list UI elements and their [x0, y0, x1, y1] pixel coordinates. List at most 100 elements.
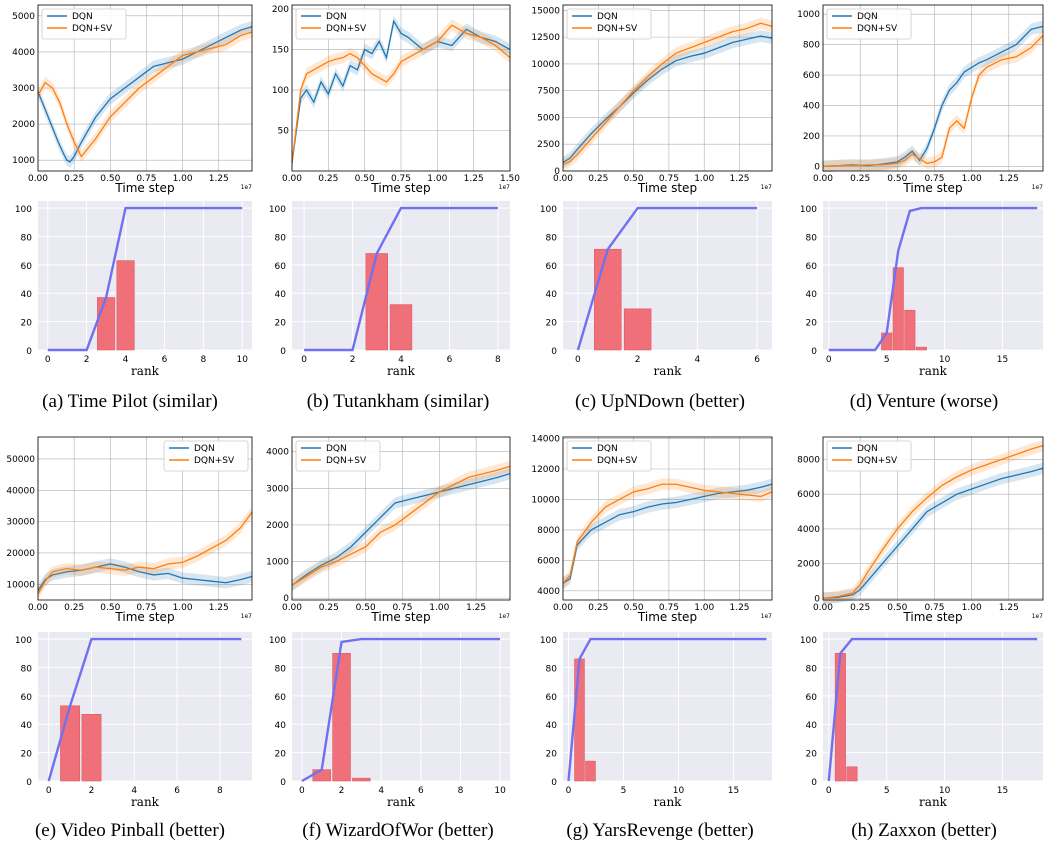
y-tick-label: 20: [546, 319, 558, 329]
y-tick-label: 5000: [12, 12, 35, 22]
y-tick-label: 60: [21, 262, 33, 272]
series-band-dqn-sv: [38, 506, 252, 600]
rank-bar: [60, 705, 81, 782]
legend: DQN DQN+SV: [163, 440, 249, 472]
x-tick-label: 0.00: [813, 603, 833, 613]
rank-bar: [116, 260, 135, 351]
series-line-dqn-sv: [37, 31, 253, 158]
y-tick-label: 40: [21, 290, 33, 300]
line-chart-c: 0.00 0.25 0.50 0.75 1.00 1.25 0 2500 5000 7500 100…: [531, 4, 773, 195]
y-tick-label: 2000: [797, 560, 820, 570]
plot-frame: [822, 4, 1044, 172]
x-tick-label: 0.75: [924, 174, 944, 184]
x-offset-label: 1e7: [499, 613, 511, 620]
y-tick-label: 100: [800, 205, 817, 215]
x-tick-label: 1.00: [962, 174, 982, 184]
y-tick-label: 60: [806, 693, 818, 703]
line-chart-b: 0.00 0.25 0.50 0.75 1.00 1.25 1.50 50 100 150 200 D…: [272, 4, 520, 195]
x-offset-label: 1e7: [241, 613, 253, 620]
subfigure-caption: (f) WizardOfWor (better): [302, 820, 493, 841]
x-tick-label: 1.00: [962, 603, 982, 613]
y-tick-label: 0: [814, 594, 820, 604]
rank-bar: [389, 304, 413, 351]
y-tick-label: 40000: [6, 486, 35, 496]
x-tick-label: 0.50: [887, 603, 907, 613]
y-tick-label: 100: [800, 636, 817, 646]
y-tick-label: 10000: [531, 495, 560, 505]
rank-bar: [623, 308, 652, 351]
series-line-dqn: [822, 467, 1044, 599]
y-tick-label: 20: [275, 319, 287, 329]
x-tick-label: 1.25: [999, 174, 1019, 184]
subfigure-caption: (d) Venture (worse): [850, 391, 998, 412]
x-tick-label: 1.25: [464, 174, 484, 184]
plot-frame: [37, 4, 253, 172]
y-tick-label: 100: [272, 86, 289, 96]
series-line-dqn: [291, 19, 511, 163]
y-tick-label: 0: [551, 778, 557, 788]
x-offset-label: 1e7: [1032, 184, 1044, 191]
y-tick-label: 40: [806, 290, 818, 300]
legend-label: DQN: [72, 12, 93, 22]
y-tick-label: 40: [275, 290, 287, 300]
cumulative-line: [301, 637, 501, 783]
x-tick-label: 6: [418, 786, 424, 796]
x-axis-label: rank: [919, 364, 948, 378]
line-chart-f: 0.00 0.25 0.50 0.75 1.00 1.25 0 1000 2000 3000 400…: [266, 436, 511, 624]
rank-bar: [846, 766, 858, 782]
x-tick-label: 1.25: [209, 603, 229, 613]
x-tick-label: 0.75: [659, 603, 679, 613]
series-band-dqn-sv: [823, 439, 1043, 604]
y-tick-label: 2000: [266, 521, 289, 531]
y-tick-label: 60: [806, 262, 818, 272]
x-tick-label: 8: [217, 786, 223, 796]
x-tick-label: 4: [398, 355, 404, 365]
rank-bar: [332, 652, 351, 782]
y-tick-label: 12500: [531, 33, 560, 43]
rank-bar: [881, 332, 893, 351]
rank-chart-g: 0 20 40 60 80 100 0 5 10 15 rank: [540, 632, 772, 809]
y-tick-label: 6000: [797, 490, 820, 500]
legend-label: DQN+SV: [597, 456, 638, 466]
y-tick-label: 0: [280, 778, 286, 788]
y-tick-label: 80: [275, 233, 287, 243]
x-axis-label: Time step: [370, 610, 430, 624]
legend-label: DQN: [597, 444, 618, 454]
x-tick-label: 0.75: [392, 603, 412, 613]
x-tick-label: 10: [237, 355, 249, 365]
subfigure-caption: (c) UpNDown (better): [575, 391, 745, 412]
y-tick-label: 0: [811, 778, 817, 788]
series-line-dqn-sv: [291, 24, 511, 163]
y-tick-label: 20: [806, 319, 818, 329]
x-tick-label: 0.25: [588, 603, 608, 613]
series-band-dqn-sv: [38, 26, 252, 163]
y-tick-label: 2500: [537, 140, 560, 150]
rank-bar: [892, 267, 904, 351]
y-tick-label: 20: [546, 750, 558, 760]
y-tick-label: 100: [269, 636, 286, 646]
y-tick-label: 80: [546, 664, 558, 674]
x-tick-label: 0.00: [282, 603, 302, 613]
x-axis-label: Time step: [902, 610, 962, 624]
rank-chart-e: 0 20 40 60 80 100 0 2 4 6 8 rank: [15, 632, 252, 809]
x-tick-label: 0.50: [887, 174, 907, 184]
rank-bar: [904, 309, 916, 351]
x-offset-label: 1e7: [761, 613, 773, 620]
x-axis-label: rank: [131, 364, 160, 378]
x-offset-label: 1e7: [1032, 613, 1044, 620]
legend-label: DQN: [857, 12, 878, 22]
y-tick-label: 100: [15, 636, 32, 646]
x-tick-label: 2: [339, 786, 345, 796]
x-tick-label: 0.25: [588, 174, 608, 184]
y-tick-label: 15000: [531, 6, 560, 16]
y-tick-label: 4000: [266, 448, 289, 458]
legend: DQN DQN+SV: [295, 8, 381, 40]
x-tick-label: 0: [46, 786, 52, 796]
x-tick-label: 0.75: [924, 603, 944, 613]
series-band-dqn-sv: [563, 478, 772, 589]
x-tick-label: 10: [673, 786, 685, 796]
x-tick-label: 15: [997, 355, 1008, 365]
legend-label: DQN+SV: [857, 24, 898, 34]
x-tick-label: 1.25: [729, 174, 749, 184]
x-tick-label: 1.50: [500, 174, 520, 184]
